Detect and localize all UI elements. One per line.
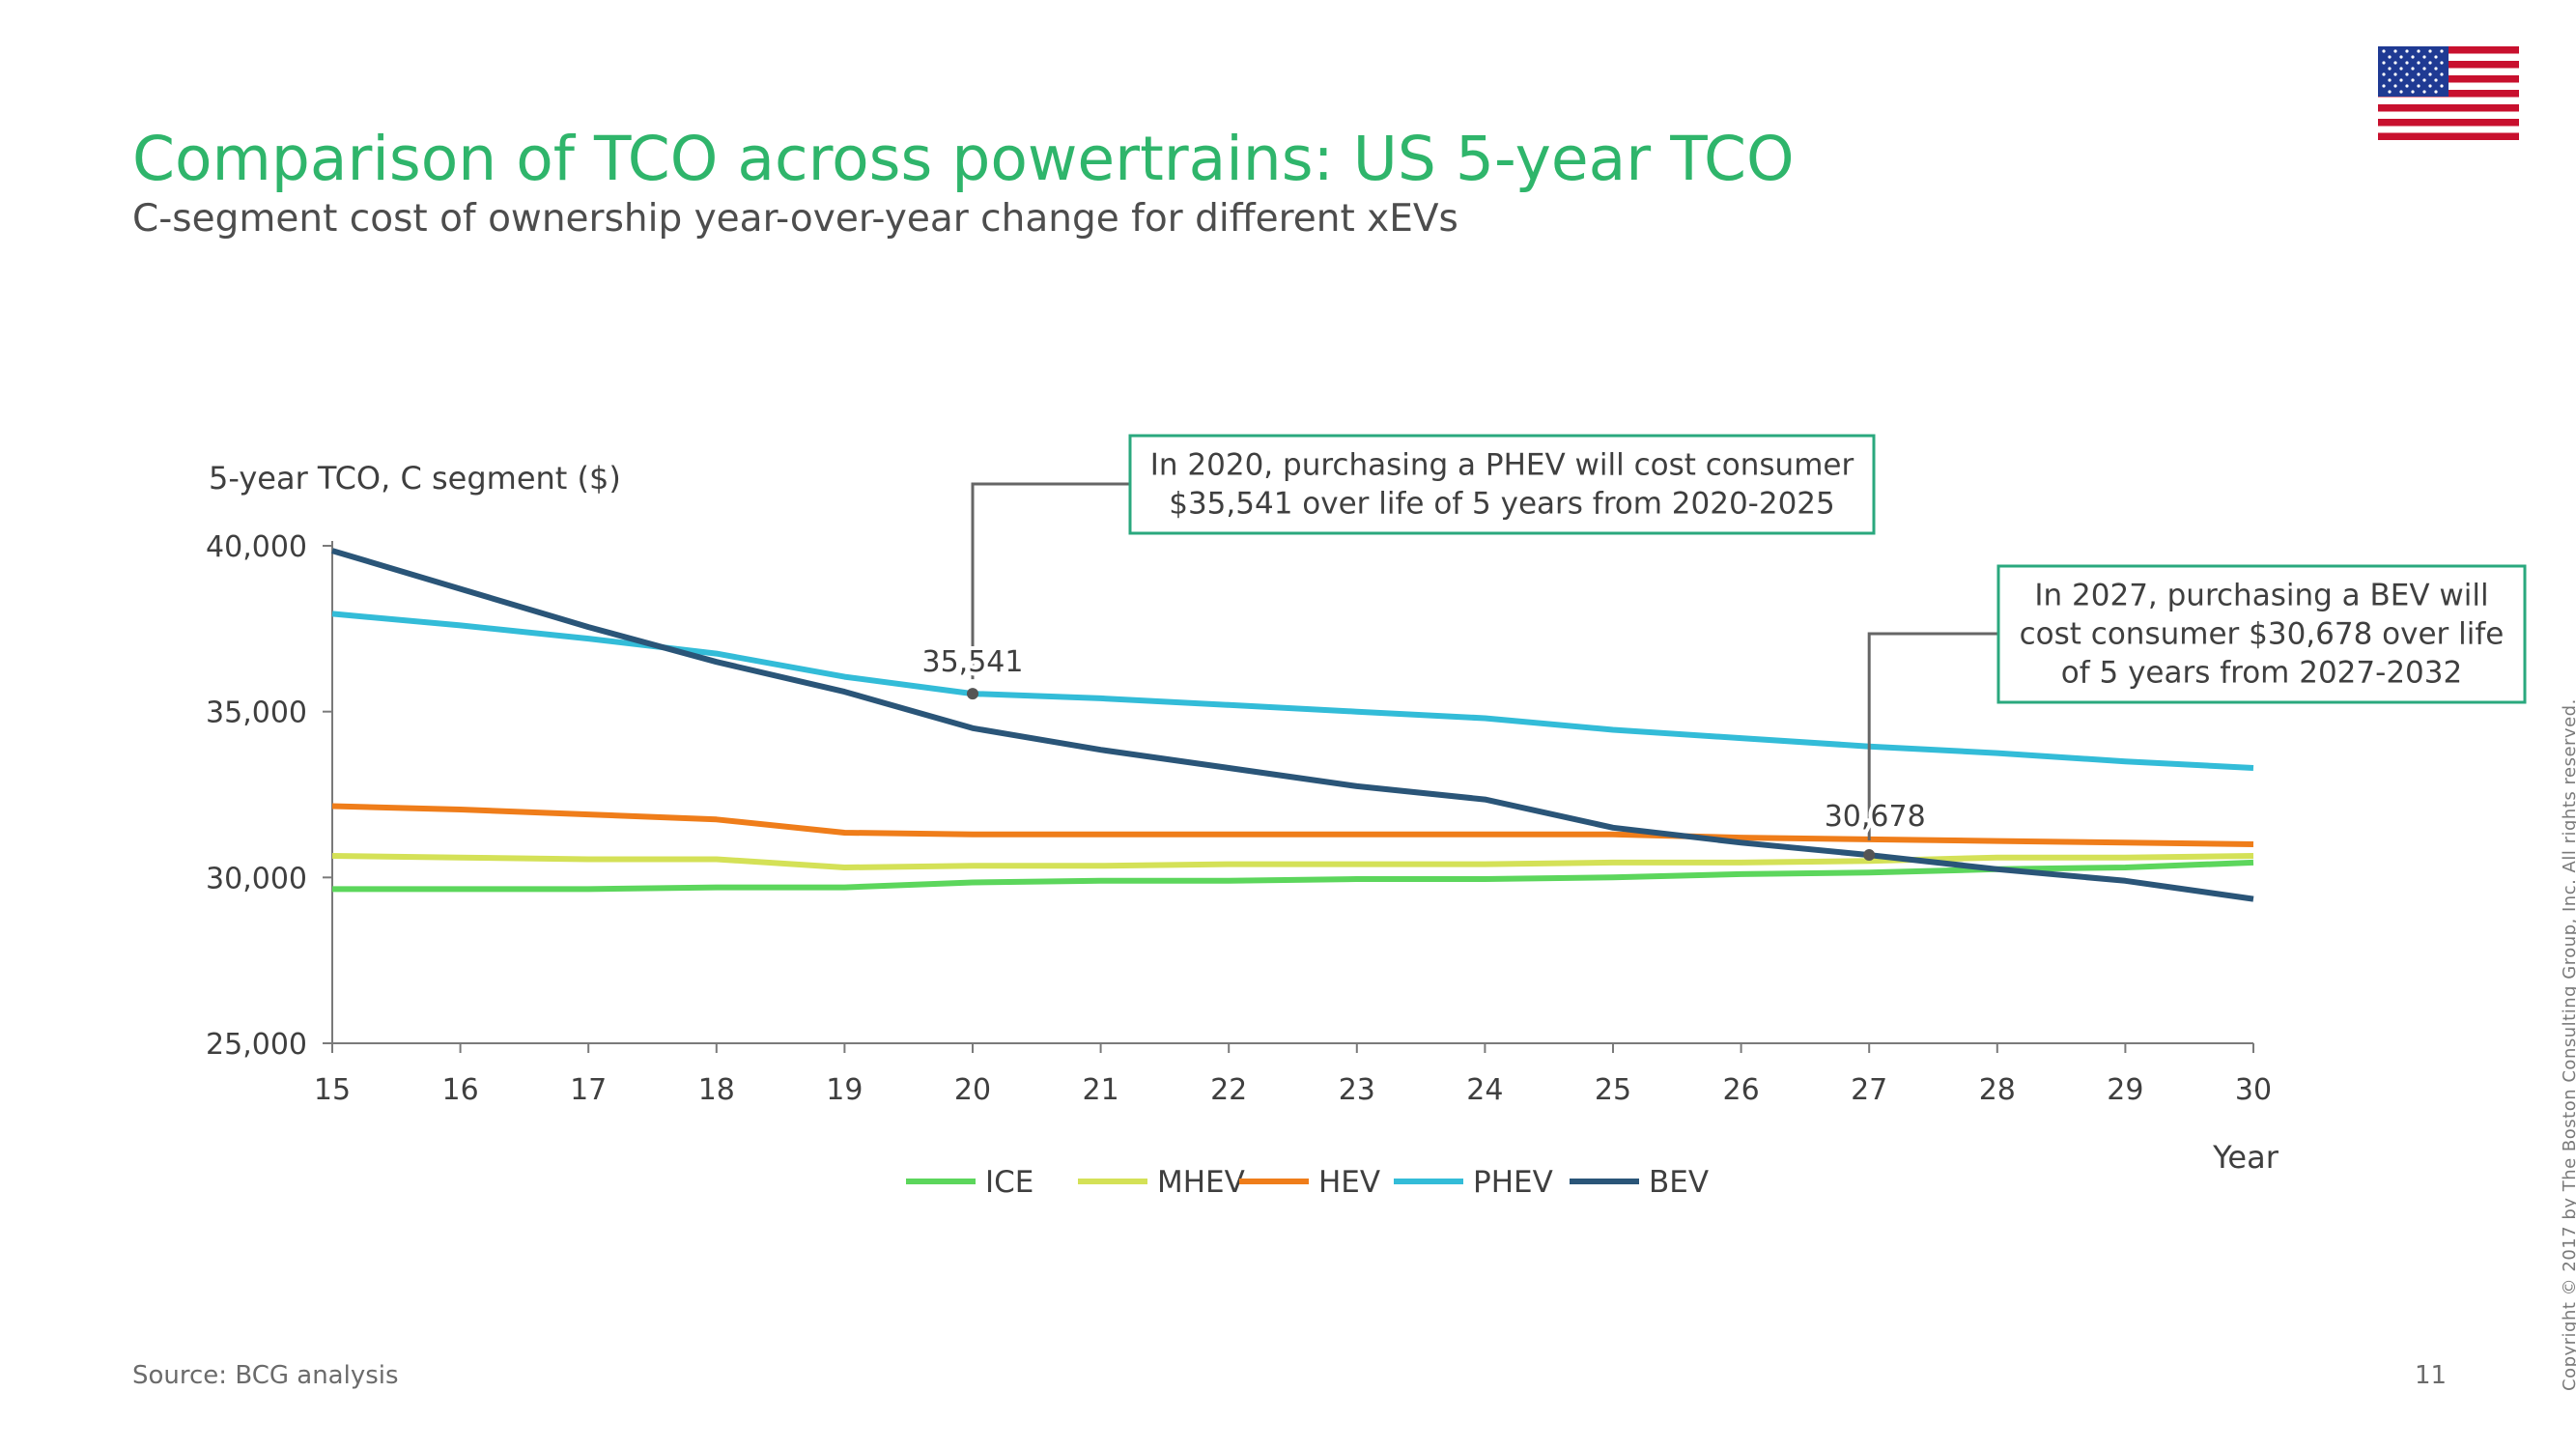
- callout-text: cost consumer $30,678 over life: [2020, 617, 2505, 652]
- x-tick-label: 20: [954, 1073, 991, 1107]
- callout-leader-line: [971, 482, 1130, 680]
- callout-text: In 2020, purchasing a PHEV will cost con…: [1150, 448, 1854, 483]
- callout-marker: [967, 688, 978, 700]
- y-axis-label: 5-year TCO, C segment ($): [209, 460, 621, 497]
- x-tick-label: 21: [1083, 1073, 1119, 1107]
- source-note: Source: BCG analysis: [132, 1361, 399, 1390]
- data-label: 30,678: [1825, 800, 1926, 834]
- x-tick-label: 15: [314, 1073, 351, 1107]
- x-tick-label: 29: [2107, 1073, 2143, 1107]
- legend-item-mhev: MHEV: [1078, 1165, 1245, 1200]
- legend-label: MHEV: [1157, 1165, 1245, 1200]
- legend-item-phev: PHEV: [1394, 1165, 1553, 1200]
- x-axis-label: Year: [2212, 1139, 2279, 1176]
- legend-label: ICE: [985, 1165, 1033, 1200]
- legend-label: BEV: [1649, 1165, 1709, 1200]
- data-label: 35,541: [922, 645, 1024, 679]
- callout-text: $35,541 over life of 5 years from 2020-2…: [1169, 487, 1835, 522]
- x-tick-label: 24: [1466, 1073, 1503, 1107]
- callout-box: [1996, 564, 2527, 704]
- callout-text: In 2027, purchasing a BEV will: [2034, 579, 2488, 613]
- x-tick-label: 19: [826, 1073, 863, 1107]
- legend-item-ice: ICE: [906, 1165, 1033, 1200]
- y-tick-label: 35,000: [206, 696, 307, 730]
- x-tick-label: 17: [570, 1073, 607, 1107]
- series-line-ice: [332, 859, 2254, 893]
- callout-leader-line: [1867, 632, 1998, 841]
- legend-item-hev: HEV: [1239, 1165, 1380, 1200]
- y-tick-label: 30,000: [206, 862, 307, 895]
- legend-label: PHEV: [1473, 1165, 1553, 1200]
- callout-text: of 5 years from 2027-2032: [2061, 656, 2462, 691]
- y-tick-label: 25,000: [206, 1028, 307, 1062]
- x-tick-label: 26: [1723, 1073, 1760, 1107]
- callout-marker: [1863, 849, 1876, 862]
- y-tick-label: 40,000: [206, 530, 307, 564]
- series-line-bev: [331, 548, 2254, 902]
- x-tick-label: 22: [1210, 1073, 1247, 1107]
- x-tick-label: 30: [2235, 1073, 2272, 1107]
- x-tick-label: 28: [1979, 1073, 2016, 1107]
- page-title: Comparison of TCO across powertrains: US…: [132, 124, 1795, 194]
- x-tick-label: 23: [1339, 1073, 1375, 1107]
- series-line-hev: [331, 803, 2254, 847]
- x-tick-label: 27: [1851, 1073, 1887, 1107]
- legend-item-bev: BEV: [1570, 1165, 1709, 1200]
- x-tick-label: 25: [1595, 1073, 1631, 1107]
- us-flag-icon: [2378, 46, 2519, 140]
- legend-label: HEV: [1318, 1165, 1380, 1200]
- page-number: 11: [2415, 1361, 2448, 1390]
- copyright-notice: Copyright © 2017 by The Boston Consultin…: [2560, 698, 2576, 1391]
- callout-box: [1128, 434, 1876, 535]
- page-subtitle: C-segment cost of ownership year-over-ye…: [132, 197, 1458, 241]
- x-tick-label: 18: [698, 1073, 735, 1107]
- x-tick-label: 16: [442, 1073, 479, 1107]
